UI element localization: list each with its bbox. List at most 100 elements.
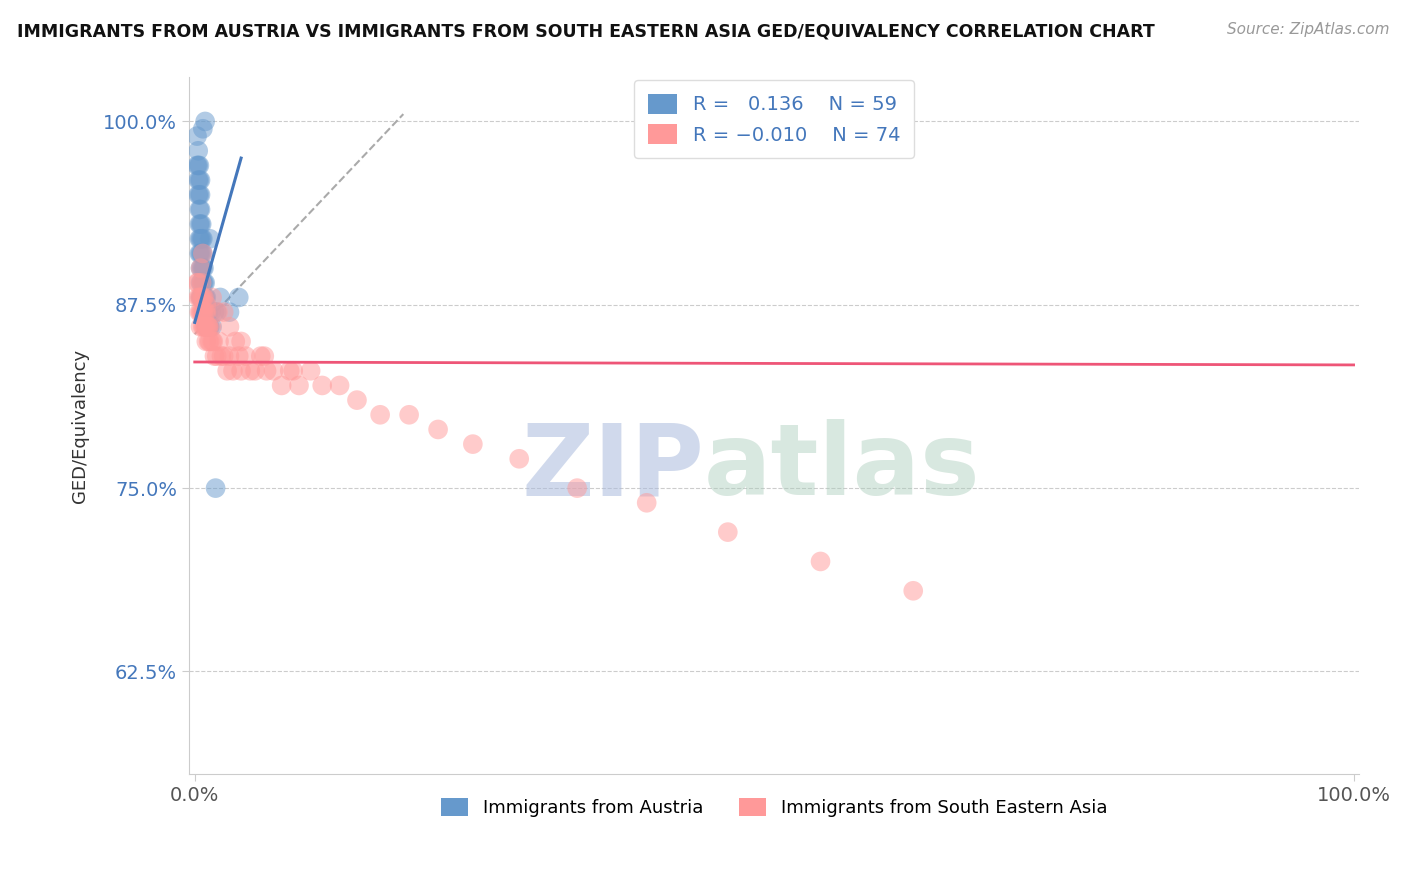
Text: Source: ZipAtlas.com: Source: ZipAtlas.com <box>1226 22 1389 37</box>
Point <box>191 121 214 136</box>
Point <box>190 246 212 260</box>
Legend: Immigrants from Austria, Immigrants from South Eastern Asia: Immigrants from Austria, Immigrants from… <box>434 790 1115 824</box>
Point <box>461 437 484 451</box>
Point <box>200 319 222 334</box>
Point <box>212 305 235 319</box>
Point <box>197 305 219 319</box>
Point <box>218 319 240 334</box>
Point <box>207 305 229 319</box>
Point <box>195 298 218 312</box>
Point <box>190 187 212 202</box>
Point <box>190 290 212 304</box>
Text: IMMIGRANTS FROM AUSTRIA VS IMMIGRANTS FROM SOUTH EASTERN ASIA GED/EQUIVALENCY CO: IMMIGRANTS FROM AUSTRIA VS IMMIGRANTS FR… <box>17 22 1154 40</box>
Point <box>186 276 208 290</box>
Point <box>208 334 231 349</box>
Point <box>188 290 211 304</box>
Point <box>186 129 208 144</box>
Point <box>229 364 252 378</box>
Point <box>191 290 214 304</box>
Point <box>190 246 212 260</box>
Point <box>187 173 209 187</box>
Point <box>565 481 588 495</box>
Point <box>190 276 212 290</box>
Point <box>194 305 217 319</box>
Point <box>346 393 368 408</box>
Point <box>198 334 221 349</box>
Point <box>194 114 217 128</box>
Point <box>209 349 232 363</box>
Point <box>204 481 226 495</box>
Point <box>243 364 266 378</box>
Point <box>329 378 352 392</box>
Point <box>190 173 212 187</box>
Point <box>311 378 333 392</box>
Point <box>190 261 212 276</box>
Point <box>368 408 391 422</box>
Point <box>218 305 240 319</box>
Point <box>187 158 209 172</box>
Point <box>197 319 219 334</box>
Point <box>205 305 228 319</box>
Point <box>190 217 212 231</box>
Point <box>218 349 240 363</box>
Point <box>191 290 214 304</box>
Point <box>222 364 245 378</box>
Point <box>193 290 215 304</box>
Point <box>191 305 214 319</box>
Point <box>204 305 226 319</box>
Point <box>197 319 219 334</box>
Point <box>201 290 224 304</box>
Point <box>195 305 218 319</box>
Point <box>249 349 271 363</box>
Point <box>190 290 212 304</box>
Point <box>191 232 214 246</box>
Point <box>194 319 217 334</box>
Point <box>191 261 214 276</box>
Point <box>717 525 740 540</box>
Point <box>283 364 305 378</box>
Point <box>187 187 209 202</box>
Point <box>193 276 215 290</box>
Point <box>288 378 311 392</box>
Point <box>198 319 221 334</box>
Point <box>191 276 214 290</box>
Point <box>190 290 212 304</box>
Point <box>202 334 225 349</box>
Point <box>197 319 219 334</box>
Point <box>191 246 214 260</box>
Point <box>188 173 211 187</box>
Point <box>190 261 212 276</box>
Point <box>195 334 218 349</box>
Point <box>263 364 285 378</box>
Point <box>188 217 211 231</box>
Point <box>190 276 212 290</box>
Text: ZIP: ZIP <box>522 419 704 516</box>
Point <box>193 305 215 319</box>
Point <box>508 451 530 466</box>
Point <box>217 364 239 378</box>
Point <box>193 290 215 304</box>
Point <box>190 202 212 217</box>
Point <box>197 334 219 349</box>
Point <box>188 158 211 172</box>
Point <box>188 305 211 319</box>
Point <box>193 319 215 334</box>
Point <box>191 246 214 260</box>
Point <box>194 276 217 290</box>
Point <box>195 319 218 334</box>
Point <box>186 158 208 172</box>
Point <box>427 422 450 436</box>
Point <box>636 496 658 510</box>
Point <box>187 290 209 304</box>
Point <box>195 305 218 319</box>
Point <box>191 319 214 334</box>
Point <box>197 319 219 334</box>
Point <box>190 217 212 231</box>
Point <box>235 349 257 363</box>
Point <box>188 246 211 260</box>
Point <box>198 232 221 246</box>
Point <box>187 276 209 290</box>
Point <box>194 305 217 319</box>
Point <box>195 319 218 334</box>
Point <box>190 319 212 334</box>
